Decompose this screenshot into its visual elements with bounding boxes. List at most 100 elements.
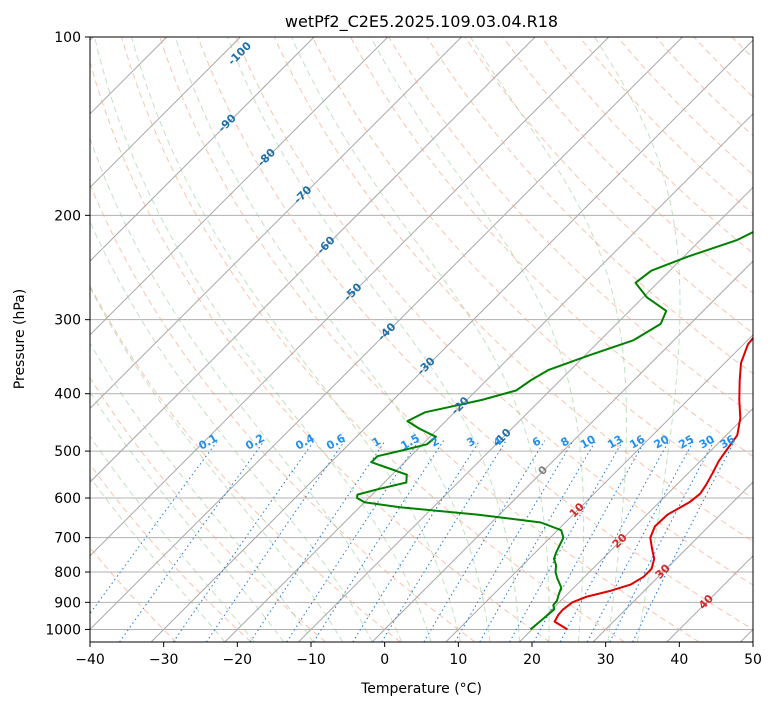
dry-adiabat xyxy=(502,37,753,294)
dry-adiabat xyxy=(579,37,753,215)
axes: −40 −30 −20 −10 0 10 20 30 40 5010020030040050060… xyxy=(45,30,762,668)
dry-adiabat xyxy=(693,37,753,98)
y-tick-label: 1000 xyxy=(45,622,81,638)
plot-frame xyxy=(89,36,754,643)
x-tick-label: −10 xyxy=(296,652,326,668)
mixing-ratio-label: 6 xyxy=(530,434,543,449)
dry-adiabat xyxy=(388,37,753,416)
mixing-ratio-label: 30 xyxy=(697,432,717,451)
dry-adiabat xyxy=(273,37,753,543)
moist-adiabat xyxy=(90,286,344,642)
y-tick-label: 100 xyxy=(54,30,81,46)
y-tick-label: 500 xyxy=(54,444,81,460)
mixing-ratio-line xyxy=(609,440,715,642)
chart-title: wetPf2_C2E5.2025.109.03.04.R18 xyxy=(285,12,558,32)
isotherm-line xyxy=(224,113,753,642)
dry-adiabat xyxy=(90,284,401,642)
mixing-ratio-label: 36 xyxy=(718,432,738,451)
moist-adiabat xyxy=(90,220,373,642)
x-tick-label: 50 xyxy=(744,652,762,668)
mixing-ratio-label: 16 xyxy=(627,432,647,451)
moist-adiabat xyxy=(90,342,314,642)
mixing-ratio-label: 10 xyxy=(578,432,598,451)
dry-adiabat xyxy=(770,37,775,642)
dry-adiabat xyxy=(121,37,625,642)
moist-adiabat xyxy=(370,37,585,642)
mixing-ratio-label: 0.1 xyxy=(196,432,219,453)
isotherm-line xyxy=(519,407,753,642)
mixing-ratio-line xyxy=(586,440,695,642)
mixing-ratio-line xyxy=(381,440,507,642)
moist-adiabat xyxy=(90,435,255,642)
dry-adiabat xyxy=(90,463,252,642)
mixing-ratio-line xyxy=(632,440,736,642)
x-tick-label: 30 xyxy=(597,652,615,668)
mixing-ratio-line xyxy=(352,440,481,642)
dry-adiabat xyxy=(197,37,753,630)
dry-adiabat xyxy=(90,60,551,642)
x-tick-label: 0 xyxy=(380,652,389,668)
mixing-ratio-line xyxy=(423,440,546,642)
mixing-ratio-label: 8 xyxy=(559,435,572,450)
dewpoint-profile-line xyxy=(356,231,753,631)
mixing-ratio-line xyxy=(559,440,670,642)
temperature-profile-line xyxy=(553,336,753,631)
y-tick-label: 300 xyxy=(54,313,81,329)
x-tick-label: 20 xyxy=(523,652,541,668)
mixing-ratio-line xyxy=(479,440,597,642)
y-tick-label: 700 xyxy=(54,531,81,547)
moist-adiabat xyxy=(90,476,226,642)
isotherm-line xyxy=(90,37,389,336)
y-tick-label: 800 xyxy=(54,565,81,581)
moist-adiabat xyxy=(227,37,520,642)
x-tick-label: −30 xyxy=(149,652,179,668)
y-tick-label: 600 xyxy=(54,491,81,507)
isotherm-line xyxy=(150,39,753,642)
dry-adiabat xyxy=(311,37,753,500)
mixing-ratio-label: 25 xyxy=(676,433,696,452)
mixing-ratio-line xyxy=(533,440,646,642)
y-axis-label: Pressure (hPa) xyxy=(12,289,28,389)
x-tick-label: −20 xyxy=(223,652,253,668)
moist-adiabat xyxy=(90,136,403,642)
y-tick-label: 400 xyxy=(54,387,81,403)
dry-adiabat xyxy=(90,376,327,642)
y-tick-label: 200 xyxy=(54,208,81,224)
moist-adiabat xyxy=(94,37,432,642)
isotherm-line xyxy=(90,37,315,262)
moist-adiabat xyxy=(90,391,285,642)
mixing-ratio-line xyxy=(454,440,574,642)
isotherm-line xyxy=(90,37,462,410)
moist-adiabat xyxy=(291,37,550,642)
x-axis-label: Temperature (°C) xyxy=(360,681,482,697)
mixing-ratio-line xyxy=(90,440,219,615)
moist-adiabat xyxy=(174,37,491,642)
isotherm-line xyxy=(90,37,610,557)
mixing-ratio-label: 0.4 xyxy=(293,431,317,452)
isotherm-line xyxy=(592,481,753,642)
mixing-ratio-line xyxy=(509,440,624,642)
x-tick-label: −40 xyxy=(75,652,105,668)
moist-adiabat xyxy=(131,37,461,642)
moist-adiabat xyxy=(469,37,627,642)
dry-adiabat xyxy=(350,37,753,458)
dry-adiabat xyxy=(541,37,753,254)
dry-adiabat xyxy=(464,37,753,334)
isotherm-line xyxy=(371,260,753,642)
dry-adiabat xyxy=(655,37,753,137)
isotherm-line xyxy=(90,37,683,631)
moist-adiabat xyxy=(594,37,681,642)
mixing-ratio-line xyxy=(119,440,265,642)
isotherm-line xyxy=(445,334,753,642)
dry-adiabat xyxy=(159,37,700,642)
profile-lines xyxy=(356,231,753,631)
isotherm-line xyxy=(90,37,241,189)
x-tick-label: 10 xyxy=(449,652,467,668)
mixing-ratio-line xyxy=(313,440,445,642)
isotherm-line xyxy=(740,628,753,642)
dry-adiabat xyxy=(90,183,476,642)
isotherm-line xyxy=(666,555,753,642)
mixing-ratio-label: 13 xyxy=(605,433,625,452)
dry-adiabat xyxy=(235,37,753,586)
